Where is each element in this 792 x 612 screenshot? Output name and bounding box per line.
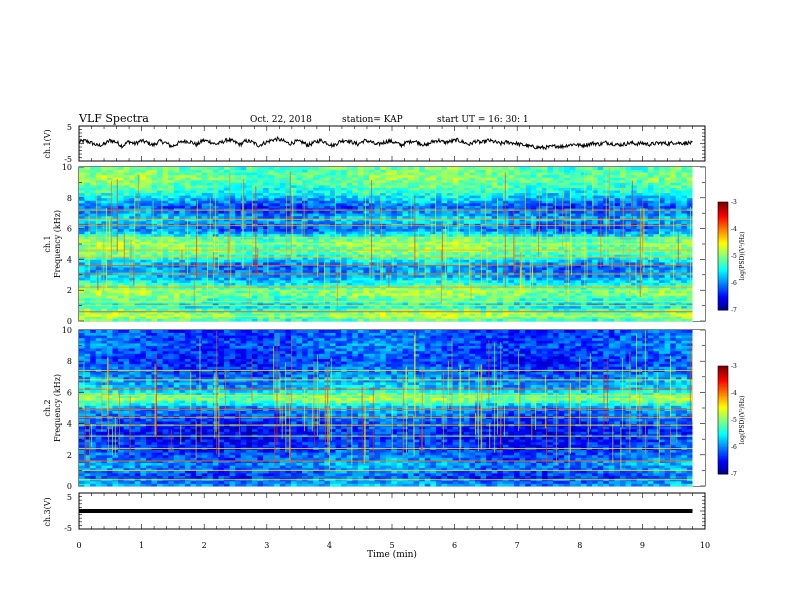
time-tick-label: 2	[202, 541, 207, 550]
ch3-ylabel: ch.3(V)	[43, 497, 52, 526]
ch3-waveform-panel: 5 -5 ch.3(V) 0 1 2 3 4 5 6 7 8 9 10 Time (min)	[43, 492, 710, 560]
time-tick-label: 7	[515, 541, 520, 550]
ch2-spectrogram-yticks: 0 2 4 6 8 10	[62, 326, 705, 491]
ch1-waveform-line	[78, 135, 693, 151]
freq-tick-label: 2	[67, 451, 72, 460]
time-tick-label: 1	[139, 541, 144, 550]
freq-tick-label: 8	[67, 194, 72, 203]
start-time-label: start UT = 16: 30: 1	[437, 115, 529, 125]
colorbar-tick: -6	[731, 280, 737, 287]
ch1-spectrogram-ylabel: ch.1	[43, 235, 52, 252]
time-tick-label: 4	[327, 541, 332, 550]
colorbar-tick: -5	[731, 417, 737, 424]
time-axis-label: Time (min)	[367, 549, 417, 560]
ch1-ytick-bottom: -5	[64, 155, 72, 164]
colorbar-tick: -7	[731, 307, 737, 314]
station-label: station= KAP	[342, 115, 403, 125]
time-tick-label: 3	[264, 541, 269, 550]
freq-tick-label: 6	[67, 225, 72, 234]
ch1-waveform-panel: 5 -5 ch.1(V)	[43, 123, 705, 164]
colorbar-tick: -7	[731, 471, 737, 478]
colorbar-frame	[717, 201, 729, 311]
freq-tick-label: 2	[67, 286, 72, 295]
ch3-ytick-top: 5	[67, 493, 72, 502]
colorbar-tick: -4	[731, 226, 737, 233]
ch1-colorbar: -3 -4 -5 -6 -7 log(PSD)(V²/Hz)	[717, 199, 746, 314]
time-tick-label: 5	[389, 541, 394, 550]
freq-tick-label: 4	[67, 420, 72, 429]
ch2-spectrogram-ylabel: ch.2	[43, 399, 52, 416]
colorbar-tick: -6	[731, 444, 737, 451]
ch2-frequency-label: Frequency (kHz)	[53, 374, 62, 442]
ch1-ytick-top: 5	[67, 123, 72, 132]
figure-title: VLF Spectra	[78, 112, 149, 125]
colorbar-tick: -3	[731, 199, 737, 206]
ch2-spectrogram-image	[79, 330, 705, 487]
time-tick-label: 6	[452, 541, 457, 550]
freq-tick-label: 10	[62, 163, 72, 172]
ch3-ytick-bottom: -5	[64, 524, 72, 533]
colorbar-tick: -5	[731, 253, 737, 260]
time-tick-label: 0	[76, 541, 81, 550]
colorbar-label: log(PSD)(V²/Hz)	[739, 232, 746, 281]
colorbar-frame	[717, 365, 729, 475]
colorbar-tick: -4	[731, 390, 737, 397]
ch1-spectrogram-yticks: 0 2 4 6 8 10	[62, 163, 705, 326]
ch1-spectrogram-panel: 0 2 4 6 8 10 ch.1 Frequency (kHz) -3 -4 -5 -6 -7 l…	[43, 163, 746, 326]
colorbar-tick: -3	[731, 363, 737, 370]
date-label: Oct. 22, 2018	[250, 115, 312, 125]
time-tick-label: 9	[640, 541, 645, 550]
freq-tick-label: 0	[67, 482, 72, 491]
freq-tick-label: 10	[62, 326, 72, 335]
colorbar-label: log(PSD)(V²/Hz)	[739, 396, 746, 445]
ch2-colorbar: -3 -4 -5 -6 -7 log(PSD)(V²/Hz)	[717, 363, 746, 478]
freq-tick-label: 0	[67, 317, 72, 326]
freq-tick-label: 8	[67, 357, 72, 366]
time-axis-ticks: 0 1 2 3 4 5 6 7 8 9 10	[76, 541, 710, 550]
ch1-frequency-label: Frequency (kHz)	[53, 210, 62, 278]
time-tick-label: 10	[700, 541, 710, 550]
ch1-ylabel: ch.1(V)	[43, 129, 52, 158]
freq-tick-label: 4	[67, 255, 72, 264]
freq-tick-label: 6	[67, 388, 72, 397]
time-tick-label: 8	[577, 541, 582, 550]
ch2-spectrogram-panel: 0 2 4 6 8 10 ch.2 Frequency (kHz) -3 -4 -5 -6 -7 l…	[43, 326, 746, 491]
ch1-spectrogram-image	[79, 167, 705, 322]
